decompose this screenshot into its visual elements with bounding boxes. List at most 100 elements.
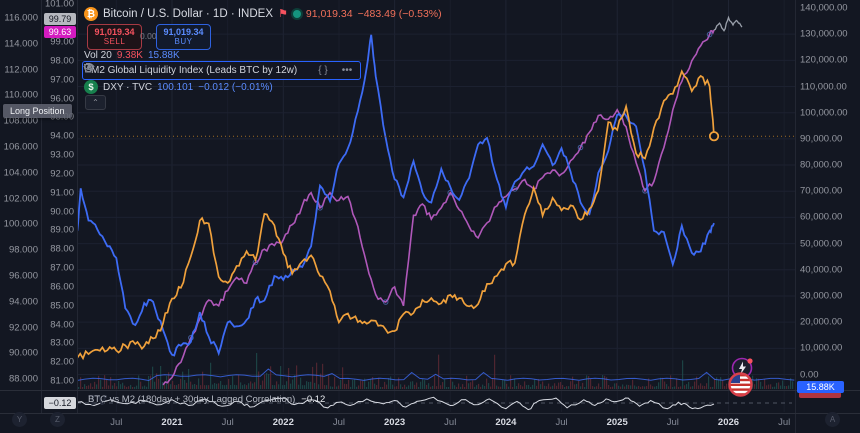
axis-tick: 110.000: [4, 89, 38, 101]
axis-tick: 82.00: [50, 356, 74, 368]
axis-tick: 20,000.00: [800, 316, 843, 328]
axis-tick: 98.00: [50, 55, 74, 67]
dollar-icon: $: [84, 80, 98, 94]
axis-tick: 0.00: [800, 369, 819, 380]
axis-tick: 60,000.00: [800, 211, 843, 223]
sell-label: SELL: [103, 36, 126, 46]
time-axis-tick: 2024: [495, 417, 517, 428]
dxy-value: 100.101: [157, 81, 194, 93]
m2-value-badge: 99.63: [44, 26, 76, 38]
last-price: 91,019.34: [305, 8, 353, 20]
flag-icon[interactable]: ⚑: [277, 8, 288, 20]
axis-tick: 110,000.00: [800, 81, 847, 93]
spread-value: 0.00: [140, 31, 157, 41]
time-axis-separator[interactable]: [0, 413, 860, 414]
axis-tick: 90.000: [8, 347, 38, 359]
axis-tick: 92.00: [50, 168, 74, 180]
volume-red-badge: [799, 392, 841, 398]
timezone-button[interactable]: A: [825, 412, 840, 427]
correlation-indicator-value: −0.12: [301, 394, 326, 405]
correlation-value-badge: −0.12: [44, 397, 76, 409]
time-axis-tick: 2026: [717, 417, 740, 428]
axis-tick: 116.000: [4, 12, 38, 24]
axis-tick: 84.00: [50, 319, 74, 331]
hotkey-y-button[interactable]: Y: [12, 412, 27, 427]
source-code-icon[interactable]: { }: [318, 65, 328, 76]
collapse-chevron-icon[interactable]: ⌃: [85, 95, 106, 110]
buy-button[interactable]: 91,019.34 BUY: [156, 24, 211, 50]
axis-tick: 90,000.00: [800, 133, 843, 145]
time-axis-tick: Jul: [444, 417, 457, 428]
price-change: −483.49 (−0.53%): [357, 8, 442, 20]
axis-tick: 80,000.00: [800, 159, 843, 171]
axis-tick: 114.000: [4, 38, 38, 50]
axis-tick: 99.00: [50, 36, 74, 48]
axis-tick: 140,000.00: [800, 2, 848, 14]
axis-tick: 85.00: [50, 300, 74, 312]
axis-tick: 83.00: [50, 337, 74, 349]
axis-tick: 120,000.00: [800, 54, 848, 66]
axis-tick: 93.00: [50, 149, 74, 161]
axis-tick: 81.00: [50, 375, 74, 387]
axis-tick: 92.000: [8, 322, 38, 334]
buy-label: BUY: [174, 36, 193, 46]
time-axis-tick: 2022: [272, 417, 294, 428]
sell-button[interactable]: 91,019.34 SELL: [87, 24, 142, 50]
axis-tick: 102.000: [3, 193, 38, 205]
axis-tick: 96.000: [8, 270, 38, 282]
market-status-icon[interactable]: [292, 10, 301, 18]
left-scale-divider[interactable]: [77, 0, 78, 413]
axis-tick: 91.00: [50, 187, 74, 199]
volume-value-badge: 15.88K: [797, 381, 844, 393]
volume-red-value: 9.38K: [116, 50, 143, 61]
axis-tick: 94.000: [8, 296, 38, 308]
symbol-title[interactable]: Bitcoin / U.S. Dollar · 1D · INDEX: [103, 8, 273, 20]
axis-tick: 90.00: [50, 206, 74, 218]
axis-tick: 96.00: [50, 93, 74, 105]
long-position-tooltip: Long Position: [3, 104, 72, 118]
axis-tick: 50,000.00: [800, 238, 843, 250]
time-axis-tick: Jul: [778, 417, 791, 428]
dxy-symbol[interactable]: DXY · TVC: [103, 81, 153, 93]
axis-tick: 40,000.00: [800, 264, 843, 276]
buy-price: 91,019.34: [163, 26, 204, 37]
axis-tick: 112.000: [4, 64, 38, 76]
left-scales-divider[interactable]: [41, 0, 42, 413]
time-axis-tick: Jul: [555, 417, 568, 428]
axis-tick: 88.000: [8, 373, 38, 385]
dxy-legend-row[interactable]: $ DXY · TVC 100.101 −0.012 (−0.01%): [84, 80, 273, 94]
time-axis-tick: Jul: [332, 417, 346, 428]
tv-watermark: TV: [88, 392, 108, 409]
axis-tick: 97.00: [50, 74, 74, 86]
more-icon[interactable]: •••: [341, 65, 353, 76]
sell-price: 91,019.34: [94, 26, 135, 37]
pane-separator[interactable]: [0, 390, 860, 391]
dxy-change: −0.012 (−0.01%): [198, 81, 273, 93]
axis-tick: 101.00: [44, 0, 74, 10]
hotkey-z-button[interactable]: Z: [50, 412, 65, 427]
volume-ma-value: 15.88K: [147, 50, 180, 61]
volume-legend-row[interactable]: Vol 20 9.38K 15.88K: [84, 50, 180, 61]
time-axis-tick: 2023: [384, 417, 406, 428]
axis-tick: 106.000: [3, 141, 38, 153]
axis-tick: 104.000: [3, 167, 38, 179]
symbol-legend-row[interactable]: ₿ Bitcoin / U.S. Dollar · 1D · INDEX ⚑ 9…: [84, 7, 442, 21]
axis-tick: 130,000.00: [800, 28, 848, 40]
axis-tick: 89.00: [50, 224, 74, 236]
axis-tick: 100,000.00: [800, 107, 848, 119]
correlation-indicator-title[interactable]: BTC vs M2 (180day + 30day Lagged Correla…: [88, 394, 296, 405]
axis-tick: 100.000: [3, 218, 38, 230]
volume-label: Vol 20: [84, 50, 112, 61]
axis-tick: 108.000: [3, 115, 38, 127]
axis-tick: 87.00: [50, 262, 74, 274]
bitcoin-logo-icon: ₿: [84, 7, 98, 21]
axis-tick: 10,000.00: [800, 342, 843, 354]
correlation-indicator-legend[interactable]: BTC vs M2 (180day + 30day Lagged Correla…: [88, 394, 325, 405]
time-axis-tick: Jul: [221, 417, 234, 428]
time-axis-tick: Jul: [110, 417, 123, 428]
m2-indicator-legend[interactable]: M2 Global Liquidity Index (Leads BTC by …: [82, 61, 362, 80]
right-scale-divider[interactable]: [795, 0, 796, 433]
m2-indicator-title[interactable]: M2 Global Liquidity Index (Leads BTC by …: [91, 65, 298, 76]
